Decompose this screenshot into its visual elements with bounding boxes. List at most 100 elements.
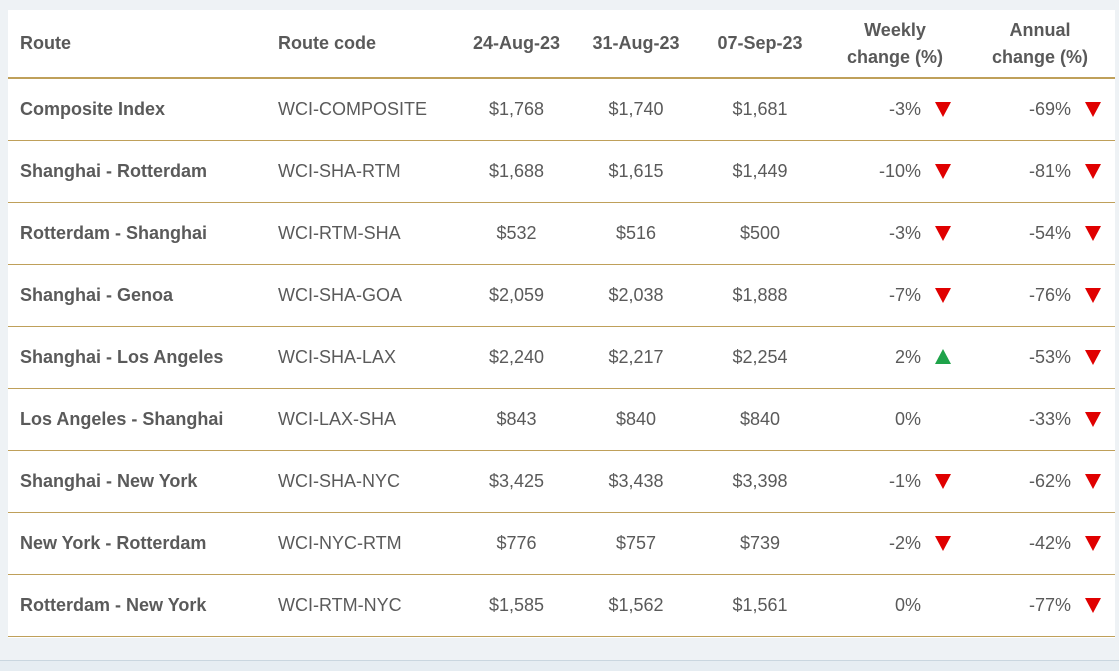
rate-date-1: $843 bbox=[456, 388, 577, 451]
weekly-change-value: 0% bbox=[894, 409, 921, 430]
rate-date-1: $532 bbox=[456, 202, 577, 265]
down-triangle-icon bbox=[1083, 471, 1103, 491]
table-body: Composite Index WCI-COMPOSITE $1,768 $1,… bbox=[8, 78, 1115, 637]
annual-change-value: -76% bbox=[1028, 285, 1071, 306]
down-triangle-icon bbox=[1083, 223, 1103, 243]
rates-table-card: Route Route code 24-Aug-23 31-Aug-23 07-… bbox=[8, 10, 1115, 638]
rate-date-3: $1,888 bbox=[695, 264, 825, 327]
route-code: WCI-SHA-RTM bbox=[266, 140, 456, 203]
rate-date-1: $2,240 bbox=[456, 326, 577, 389]
rate-date-1: $776 bbox=[456, 512, 577, 575]
rate-date-3: $1,449 bbox=[695, 140, 825, 203]
weekly-change: -7% bbox=[825, 264, 965, 327]
header-route: Route bbox=[8, 10, 266, 79]
annual-change-value: -33% bbox=[1028, 409, 1071, 430]
table-row: Shanghai - Rotterdam WCI-SHA-RTM $1,688 … bbox=[8, 140, 1115, 203]
annual-change-value: -53% bbox=[1028, 347, 1071, 368]
down-triangle-icon bbox=[1083, 99, 1103, 119]
rate-date-2: $757 bbox=[577, 512, 695, 575]
annual-change: -42% bbox=[965, 512, 1115, 575]
rate-date-3: $1,681 bbox=[695, 78, 825, 141]
header-weekly-change: Weekly change (%) bbox=[825, 10, 965, 79]
down-triangle-icon bbox=[1083, 161, 1103, 181]
annual-change-value: -62% bbox=[1028, 471, 1071, 492]
weekly-change-value: 0% bbox=[894, 595, 921, 616]
rate-date-2: $1,562 bbox=[577, 574, 695, 637]
rate-date-1: $1,768 bbox=[456, 78, 577, 141]
annual-change: -54% bbox=[965, 202, 1115, 265]
rate-date-3: $3,398 bbox=[695, 450, 825, 513]
down-triangle-icon bbox=[1083, 347, 1103, 367]
down-triangle-icon bbox=[1083, 285, 1103, 305]
down-triangle-icon bbox=[1083, 409, 1103, 429]
down-triangle-icon bbox=[933, 99, 953, 119]
rate-date-3: $2,254 bbox=[695, 326, 825, 389]
header-annual-change: Annual change (%) bbox=[965, 10, 1115, 79]
rate-date-1: $3,425 bbox=[456, 450, 577, 513]
route-code: WCI-SHA-LAX bbox=[266, 326, 456, 389]
table-row: Rotterdam - New York WCI-RTM-NYC $1,585 … bbox=[8, 574, 1115, 637]
header-weekly-line1: Weekly bbox=[864, 19, 926, 40]
annual-change: -53% bbox=[965, 326, 1115, 389]
rate-date-1: $2,059 bbox=[456, 264, 577, 327]
weekly-change: -3% bbox=[825, 78, 965, 141]
down-triangle-icon bbox=[933, 533, 953, 553]
header-date-1: 24-Aug-23 bbox=[456, 10, 577, 79]
annual-change: -33% bbox=[965, 388, 1115, 451]
rate-date-3: $840 bbox=[695, 388, 825, 451]
weekly-change-value: 2% bbox=[894, 347, 921, 368]
down-triangle-icon bbox=[933, 471, 953, 491]
table-row: Shanghai - New York WCI-SHA-NYC $3,425 $… bbox=[8, 450, 1115, 513]
rate-date-3: $500 bbox=[695, 202, 825, 265]
rate-date-2: $1,740 bbox=[577, 78, 695, 141]
route-name: Los Angeles - Shanghai bbox=[8, 388, 266, 451]
down-triangle-icon bbox=[933, 285, 953, 305]
table-row: New York - Rotterdam WCI-NYC-RTM $776 $7… bbox=[8, 512, 1115, 575]
weekly-change: 2% bbox=[825, 326, 965, 389]
table-row: Shanghai - Los Angeles WCI-SHA-LAX $2,24… bbox=[8, 326, 1115, 389]
table-row: Composite Index WCI-COMPOSITE $1,768 $1,… bbox=[8, 78, 1115, 141]
weekly-change: -1% bbox=[825, 450, 965, 513]
route-code: WCI-SHA-NYC bbox=[266, 450, 456, 513]
rate-date-2: $2,217 bbox=[577, 326, 695, 389]
annual-change: -62% bbox=[965, 450, 1115, 513]
weekly-change-value: -2% bbox=[888, 533, 921, 554]
rate-date-2: $2,038 bbox=[577, 264, 695, 327]
weekly-change: -3% bbox=[825, 202, 965, 265]
route-name: Rotterdam - New York bbox=[8, 574, 266, 637]
rate-date-1: $1,585 bbox=[456, 574, 577, 637]
weekly-change: -10% bbox=[825, 140, 965, 203]
annual-change-value: -42% bbox=[1028, 533, 1071, 554]
route-code: WCI-RTM-SHA bbox=[266, 202, 456, 265]
down-triangle-icon bbox=[1083, 595, 1103, 615]
down-triangle-icon bbox=[933, 223, 953, 243]
route-code: WCI-NYC-RTM bbox=[266, 512, 456, 575]
down-triangle-icon bbox=[1083, 533, 1103, 553]
header-weekly-line2: change (%) bbox=[846, 46, 943, 67]
annual-change-value: -69% bbox=[1028, 99, 1071, 120]
freight-rates-table: Route Route code 24-Aug-23 31-Aug-23 07-… bbox=[8, 10, 1115, 637]
route-name: Shanghai - New York bbox=[8, 450, 266, 513]
route-name: Shanghai - Rotterdam bbox=[8, 140, 266, 203]
header-date-2: 31-Aug-23 bbox=[577, 10, 695, 79]
header-row: Route Route code 24-Aug-23 31-Aug-23 07-… bbox=[8, 10, 1115, 79]
route-name: Shanghai - Genoa bbox=[8, 264, 266, 327]
weekly-change-value: -3% bbox=[888, 99, 921, 120]
route-code: WCI-RTM-NYC bbox=[266, 574, 456, 637]
table-row: Rotterdam - Shanghai WCI-RTM-SHA $532 $5… bbox=[8, 202, 1115, 265]
weekly-change-value: -1% bbox=[888, 471, 921, 492]
rate-date-3: $1,561 bbox=[695, 574, 825, 637]
route-code: WCI-LAX-SHA bbox=[266, 388, 456, 451]
route-code: WCI-COMPOSITE bbox=[266, 78, 456, 141]
header-route-code: Route code bbox=[266, 10, 456, 79]
weekly-change: -2% bbox=[825, 512, 965, 575]
down-triangle-icon bbox=[933, 161, 953, 181]
route-name: Rotterdam - Shanghai bbox=[8, 202, 266, 265]
rate-date-2: $1,615 bbox=[577, 140, 695, 203]
rate-date-2: $3,438 bbox=[577, 450, 695, 513]
route-name: Shanghai - Los Angeles bbox=[8, 326, 266, 389]
annual-change: -69% bbox=[965, 78, 1115, 141]
rate-date-2: $840 bbox=[577, 388, 695, 451]
weekly-change: 0% bbox=[825, 388, 965, 451]
annual-change: -77% bbox=[965, 574, 1115, 637]
